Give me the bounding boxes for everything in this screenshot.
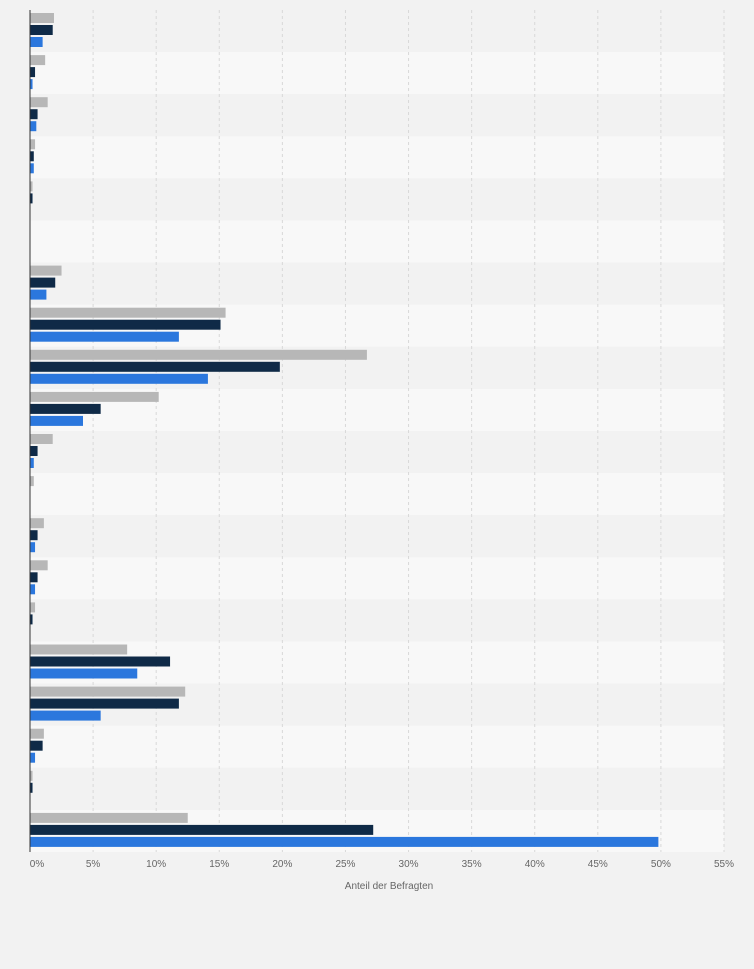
category-band — [30, 599, 724, 642]
bar — [30, 403, 101, 414]
bar — [30, 109, 38, 120]
bar — [30, 121, 37, 132]
bar — [30, 193, 33, 204]
x-tick-label: 20% — [272, 859, 292, 870]
category-band — [30, 767, 724, 810]
bar — [30, 530, 38, 541]
bars — [30, 13, 659, 847]
bar — [30, 602, 36, 613]
bar — [30, 656, 171, 667]
bar — [30, 331, 179, 342]
bar — [30, 476, 34, 487]
bar — [30, 265, 62, 276]
bar — [30, 572, 38, 583]
bar — [30, 728, 44, 739]
category-band — [30, 557, 724, 600]
bar — [30, 446, 38, 456]
bar — [30, 686, 186, 697]
bar — [30, 181, 33, 192]
bar — [30, 277, 56, 288]
x-axis-title: Anteil der Befragten — [345, 881, 433, 892]
x-tick-label: 0% — [30, 859, 45, 870]
bar — [30, 37, 43, 47]
x-tick-label: 25% — [335, 859, 355, 870]
category-band — [30, 178, 724, 221]
x-tick-label: 35% — [462, 859, 482, 870]
bar — [30, 391, 159, 402]
category-band — [30, 94, 724, 137]
bar — [30, 289, 47, 300]
x-tick-labels: 0% 5% 10% 15% 20% 25% 30% 35% 40% 45% 50% 55% — [30, 859, 734, 870]
bar — [30, 710, 101, 721]
x-tick-label: 55% — [714, 859, 734, 870]
bar — [30, 139, 36, 150]
x-tick-label: 30% — [399, 859, 419, 870]
bar — [30, 415, 83, 426]
category-band — [30, 431, 724, 474]
category-band — [30, 725, 724, 768]
bar — [30, 584, 36, 595]
bar — [30, 698, 179, 709]
bar — [30, 67, 36, 78]
bar — [30, 812, 188, 823]
bar — [30, 13, 54, 23]
category-band — [30, 220, 724, 263]
bar — [30, 752, 36, 763]
category-band — [30, 136, 724, 179]
bar — [30, 79, 33, 90]
bar — [30, 151, 34, 162]
x-tick-label: 5% — [86, 859, 101, 870]
x-tick-label: 15% — [209, 859, 229, 870]
bar — [30, 518, 44, 529]
bar — [30, 373, 208, 384]
bar — [30, 770, 33, 781]
category-band — [30, 262, 724, 305]
bar — [30, 458, 34, 468]
bar — [30, 560, 48, 571]
bar — [30, 434, 53, 444]
bar — [30, 163, 34, 174]
gridlines — [92, 10, 725, 852]
x-tick-label: 45% — [588, 859, 608, 870]
bar — [30, 668, 138, 679]
bar — [30, 782, 33, 793]
bar — [30, 836, 659, 847]
bar — [30, 644, 128, 655]
category-bands — [30, 10, 724, 852]
x-tick-label: 10% — [146, 859, 166, 870]
category-band — [30, 473, 724, 516]
x-tick-label: 50% — [651, 859, 671, 870]
bar — [30, 542, 36, 553]
category-band — [30, 52, 724, 95]
bar — [30, 740, 43, 751]
bar — [30, 55, 46, 66]
bar — [30, 349, 367, 360]
category-band — [30, 515, 724, 558]
bar — [30, 361, 280, 372]
bar — [30, 614, 33, 625]
bar — [30, 307, 226, 318]
bar — [30, 319, 221, 330]
category-band — [30, 10, 724, 53]
x-tick-label: 40% — [525, 859, 545, 870]
bar — [30, 25, 53, 35]
bar — [30, 97, 48, 108]
bar — [30, 824, 374, 835]
